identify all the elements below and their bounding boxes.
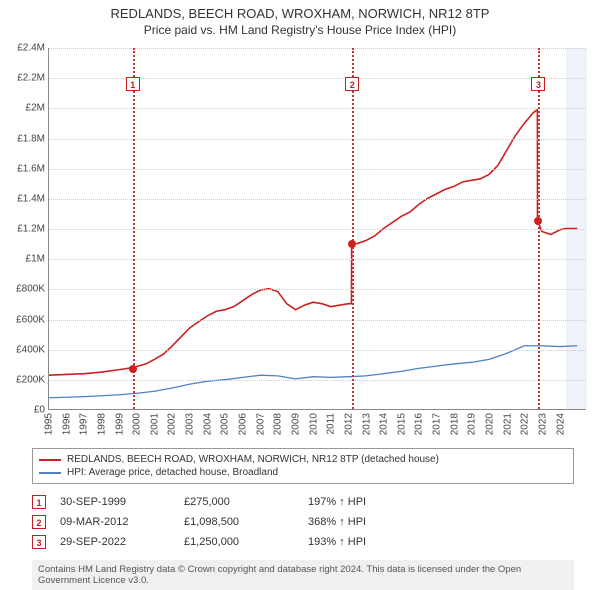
sale-marker-box: 3 (531, 77, 545, 91)
sale-marker-dot (129, 365, 137, 373)
x-axis-label: 2011 (326, 413, 337, 435)
legend-swatch-property (39, 459, 61, 461)
legend: REDLANDS, BEECH ROAD, WROXHAM, NORWICH, … (32, 448, 574, 484)
y-axis-label: £2.4M (17, 43, 45, 54)
gridline (49, 259, 586, 260)
x-axis-label: 2020 (484, 413, 495, 435)
gridline (49, 380, 586, 381)
series-hpi (49, 346, 577, 398)
x-axis-label: 1996 (61, 413, 72, 435)
y-axis-label: £400K (16, 344, 45, 355)
chart-plot-area: £0£200K£400K£600K£800K£1M£1.2M£1.4M£1.6M… (48, 48, 586, 410)
sales-marker-3: 3 (32, 535, 46, 549)
sales-row-2: 2 09-MAR-2012 £1,098,500 368% ↑ HPI (32, 512, 438, 532)
sale-marker-line (538, 48, 540, 409)
sales-date-1: 30-SEP-1999 (60, 496, 170, 508)
x-axis-label: 2004 (202, 413, 213, 435)
title-block: REDLANDS, BEECH ROAD, WROXHAM, NORWICH, … (0, 0, 600, 38)
sale-marker-line (133, 48, 135, 409)
chart-container: REDLANDS, BEECH ROAD, WROXHAM, NORWICH, … (0, 0, 600, 590)
x-axis-label: 2023 (537, 413, 548, 435)
x-axis-label: 2021 (502, 413, 513, 435)
legend-label-hpi: HPI: Average price, detached house, Broa… (67, 467, 278, 478)
y-axis-label: £1M (26, 254, 45, 265)
x-axis-label: 2003 (185, 413, 196, 435)
gridline (49, 48, 586, 49)
footer-attribution: Contains HM Land Registry data © Crown c… (32, 560, 574, 590)
sales-table: 1 30-SEP-1999 £275,000 197% ↑ HPI 2 09-M… (32, 492, 438, 552)
x-axis-label: 2019 (467, 413, 478, 435)
sales-marker-2: 2 (32, 515, 46, 529)
x-axis-label: 2024 (555, 413, 566, 435)
sales-date-2: 09-MAR-2012 (60, 516, 170, 528)
y-axis-label: £2M (26, 103, 45, 114)
gridline (49, 139, 586, 140)
x-axis-label: 2014 (379, 413, 390, 435)
gridline (49, 199, 586, 200)
x-axis-label: 2013 (361, 413, 372, 435)
x-axis-label: 2010 (308, 413, 319, 435)
y-axis-label: £1.4M (17, 193, 45, 204)
sale-marker-line (352, 48, 354, 409)
sale-marker-dot (534, 217, 542, 225)
sale-marker-dot (348, 240, 356, 248)
gridline (49, 169, 586, 170)
x-axis-label: 1998 (96, 413, 107, 435)
x-axis-label: 2018 (449, 413, 460, 435)
y-axis-label: £600K (16, 314, 45, 325)
x-axis-label: 2016 (414, 413, 425, 435)
title-line2: Price paid vs. HM Land Registry's House … (0, 23, 600, 39)
gridline (49, 350, 586, 351)
y-axis-label: £1.2M (17, 224, 45, 235)
x-axis-label: 2009 (290, 413, 301, 435)
x-axis-label: 1997 (79, 413, 90, 435)
x-axis-label: 2005 (220, 413, 231, 435)
legend-swatch-hpi (39, 472, 61, 474)
sales-price-1: £275,000 (184, 496, 294, 508)
y-axis-label: £200K (16, 374, 45, 385)
legend-label-property: REDLANDS, BEECH ROAD, WROXHAM, NORWICH, … (67, 454, 439, 465)
x-axis-label: 2022 (520, 413, 531, 435)
sales-row-3: 3 29-SEP-2022 £1,250,000 193% ↑ HPI (32, 532, 438, 552)
x-axis-label: 2007 (255, 413, 266, 435)
gridline (49, 229, 586, 230)
title-line1: REDLANDS, BEECH ROAD, WROXHAM, NORWICH, … (0, 6, 600, 23)
sales-pct-2: 368% ↑ HPI (308, 516, 438, 528)
gridline (49, 108, 586, 109)
x-axis-label: 2002 (167, 413, 178, 435)
x-axis-label: 2012 (343, 413, 354, 435)
sales-date-3: 29-SEP-2022 (60, 536, 170, 548)
y-axis-label: £1.8M (17, 133, 45, 144)
x-axis-label: 2001 (149, 413, 160, 435)
y-axis-label: £1.6M (17, 163, 45, 174)
sale-marker-box: 1 (126, 77, 140, 91)
x-axis-label: 2008 (273, 413, 284, 435)
x-axis-label: 2000 (132, 413, 143, 435)
x-axis-label: 2015 (396, 413, 407, 435)
series-property (49, 110, 577, 376)
y-axis-label: £800K (16, 284, 45, 295)
sales-pct-1: 197% ↑ HPI (308, 496, 438, 508)
legend-item-property: REDLANDS, BEECH ROAD, WROXHAM, NORWICH, … (39, 453, 567, 466)
gridline (49, 289, 586, 290)
legend-item-hpi: HPI: Average price, detached house, Broa… (39, 466, 567, 479)
x-axis-label: 2006 (238, 413, 249, 435)
sale-marker-box: 2 (345, 77, 359, 91)
sales-pct-3: 193% ↑ HPI (308, 536, 438, 548)
sales-marker-1: 1 (32, 495, 46, 509)
x-axis-label: 1995 (44, 413, 55, 435)
sales-price-3: £1,250,000 (184, 536, 294, 548)
sales-price-2: £1,098,500 (184, 516, 294, 528)
gridline (49, 320, 586, 321)
sales-row-1: 1 30-SEP-1999 £275,000 197% ↑ HPI (32, 492, 438, 512)
y-axis-label: £2.2M (17, 73, 45, 84)
x-axis-label: 1999 (114, 413, 125, 435)
x-axis-label: 2017 (432, 413, 443, 435)
